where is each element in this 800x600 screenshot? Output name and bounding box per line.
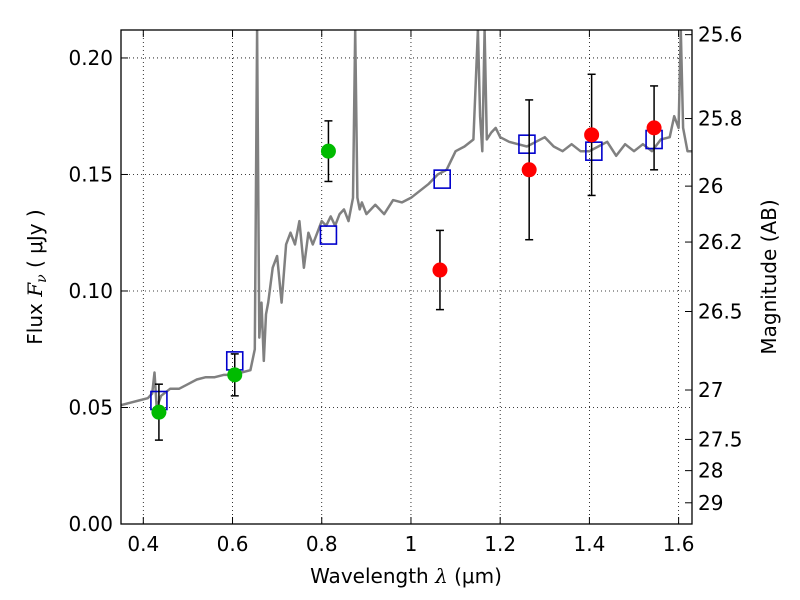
y2-tick-label: 26.2 [698,230,743,254]
x-axis-label: Wavelength λ (μm) [310,564,502,588]
y2-tick-label: 26 [698,174,723,198]
grid [121,30,692,524]
observed-point-red [646,120,662,136]
observed-point-green [320,143,336,159]
y-tick-label: 0.05 [68,395,113,419]
x-tick-label: 1.6 [663,532,695,556]
x-tick-label: 0.4 [127,532,159,556]
model-box-point [319,225,338,245]
y2-tick-label: 28 [698,459,723,483]
y-tick-label: 0.15 [68,162,113,186]
observed-point-green [151,404,167,420]
y-tick-label: 0.10 [68,279,113,303]
x-tick-label: 0.8 [306,532,338,556]
observed-point-red [521,162,537,178]
y2-tick-label: 29 [698,491,723,515]
x-tick-label: 1 [405,532,418,556]
y-tick-label: 0.20 [68,46,113,70]
y-axis-label: Flux Fν ( μJy ) [23,209,50,344]
observed-point-red [584,127,600,143]
model-spectrum-line [121,30,692,409]
x-tick-label: 1.4 [573,532,605,556]
y2-tick-label: 25.8 [698,107,743,131]
model-box-point [433,169,451,189]
x-tick-label: 1.2 [484,532,516,556]
y2-tick-label: 27 [698,378,723,402]
y-tick-label: 0.00 [68,512,113,536]
model-box-point [518,134,536,154]
x-tick-label: 0.6 [217,532,249,556]
model-box-point [585,141,603,161]
y2-tick-label: 25.6 [698,23,743,47]
observed-point-red [432,262,448,278]
y2-tick-label: 26.5 [698,299,743,323]
observed-point-green [227,367,243,383]
y2-axis-label: Magnitude (AB) [757,199,781,354]
y2-tick-label: 27.5 [698,427,743,451]
plot-frame [120,29,693,525]
